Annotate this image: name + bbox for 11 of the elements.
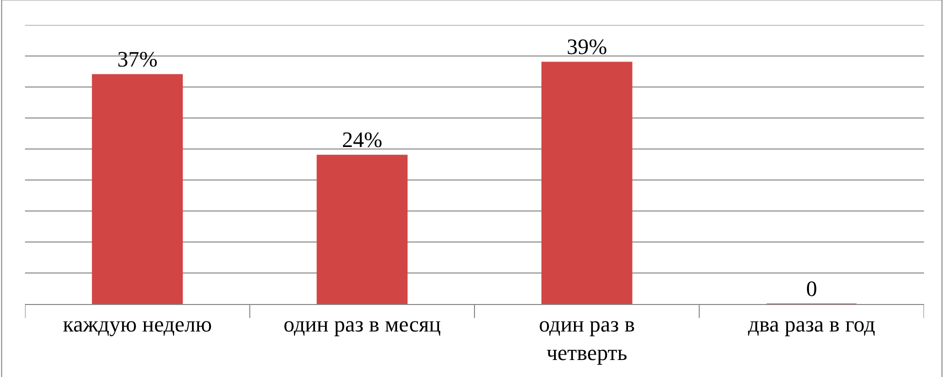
data-label: 24% bbox=[342, 127, 382, 152]
x-tick-label: один раз в четверть bbox=[538, 311, 635, 365]
data-label: 39% bbox=[566, 34, 608, 60]
bar bbox=[92, 74, 183, 304]
data-label: 37% bbox=[117, 46, 158, 72]
bar bbox=[316, 154, 408, 304]
data-label: 0 bbox=[806, 276, 818, 301]
bar bbox=[541, 62, 632, 304]
x-tick-label: два раза в год bbox=[748, 311, 876, 336]
x-tick-label: один раз в месяц bbox=[283, 311, 442, 336]
x-tick-label: каждую неделю bbox=[62, 311, 212, 336]
